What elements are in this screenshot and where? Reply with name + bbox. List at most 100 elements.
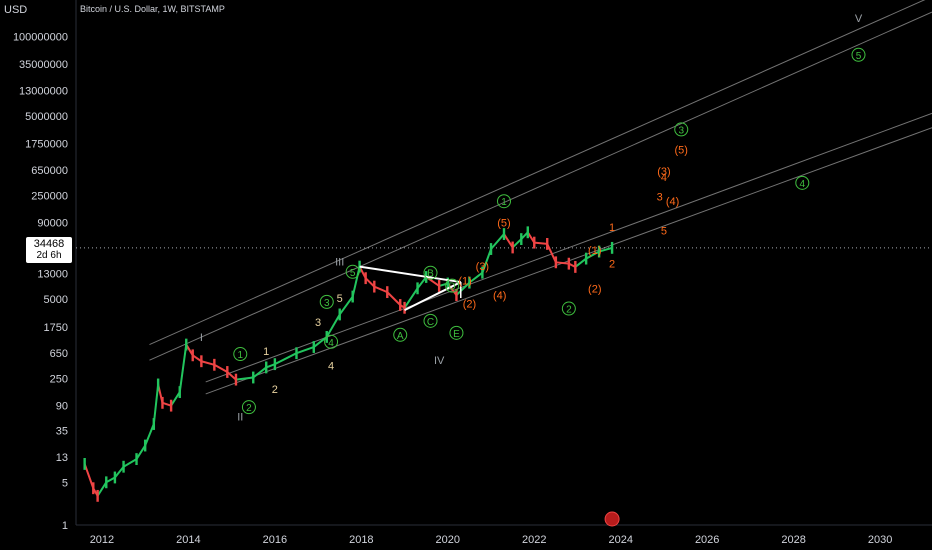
orange-wave-label: (1) bbox=[588, 245, 601, 257]
green-wave-label: 4 bbox=[328, 338, 334, 349]
price-segment bbox=[598, 246, 613, 253]
elliott-channel-label: V bbox=[855, 13, 863, 25]
y-tick-label: 1750000 bbox=[25, 139, 68, 151]
x-tick-label: 2012 bbox=[90, 534, 114, 546]
orange-wave-label: 4 bbox=[661, 172, 667, 184]
price-segment bbox=[416, 276, 427, 289]
x-tick-label: 2028 bbox=[781, 534, 805, 546]
price-candle bbox=[511, 241, 514, 254]
price-segment bbox=[201, 360, 215, 366]
y-tick-label: 650000 bbox=[31, 165, 68, 177]
price-segment bbox=[364, 277, 376, 288]
green-wave-label: E bbox=[453, 329, 460, 340]
y-tick-label: 13000 bbox=[37, 269, 68, 281]
price-segment bbox=[296, 346, 315, 355]
green-wave-label-circle bbox=[233, 347, 248, 362]
triangle-upper-line bbox=[359, 265, 461, 284]
price-segment bbox=[226, 371, 237, 381]
price-candle bbox=[597, 245, 601, 258]
price-candle bbox=[105, 476, 108, 489]
price-candle bbox=[574, 261, 577, 273]
green-wave-label-circle bbox=[795, 175, 810, 190]
green-wave-label: D bbox=[449, 282, 456, 293]
y-tick-label: 5000000 bbox=[25, 111, 68, 123]
elliott-channel-label: IV bbox=[434, 355, 445, 367]
price-candle bbox=[96, 489, 99, 502]
price-segment bbox=[123, 458, 138, 468]
price-segment bbox=[144, 423, 155, 446]
y-tick-label: 250000 bbox=[31, 190, 68, 202]
y-tick-label: 90000 bbox=[37, 217, 68, 229]
price-segment bbox=[252, 366, 267, 379]
price-candle bbox=[152, 418, 156, 430]
orange-wave-label: (4) bbox=[493, 290, 506, 302]
price-candle bbox=[135, 453, 138, 466]
current-price: 34468 bbox=[33, 238, 65, 250]
price-candle bbox=[143, 439, 147, 452]
x-tick-label: 2016 bbox=[263, 534, 287, 546]
orange-wave-label: (3) bbox=[657, 166, 670, 178]
orange-wave-label: (5) bbox=[497, 217, 510, 229]
green-wave-label-circle bbox=[393, 327, 408, 342]
price-segment bbox=[162, 401, 172, 407]
price-segment bbox=[274, 352, 297, 366]
price-candle bbox=[468, 276, 471, 289]
price-candle bbox=[312, 341, 315, 353]
price-segment bbox=[213, 363, 228, 373]
orange-wave-label: (4) bbox=[666, 196, 679, 208]
trend-channel-line bbox=[149, 11, 932, 361]
y-tick-label: 5 bbox=[62, 477, 68, 489]
y-tick-label: 5000 bbox=[44, 294, 68, 306]
price-candle bbox=[610, 241, 614, 254]
price-segment bbox=[338, 295, 354, 316]
price-candle bbox=[169, 399, 173, 412]
orange-wave-label: 2 bbox=[609, 259, 615, 271]
x-tick-label: 2030 bbox=[868, 534, 892, 546]
price-candle bbox=[403, 301, 406, 314]
price-candle bbox=[520, 233, 523, 246]
y-tick-label: 650 bbox=[50, 348, 68, 360]
price-candle bbox=[200, 355, 203, 368]
price-candle bbox=[364, 272, 367, 285]
y-tick-label: 90 bbox=[56, 401, 68, 413]
green-wave-label-circle bbox=[241, 400, 256, 415]
orange-wave-label: (2) bbox=[463, 299, 476, 311]
event-marker-icon bbox=[604, 511, 620, 527]
price-candle bbox=[265, 361, 268, 374]
orange-wave-label: (2) bbox=[588, 284, 601, 296]
y-tick-label: 35000000 bbox=[19, 59, 68, 71]
price-candle bbox=[351, 290, 354, 303]
y-tick-label: 13 bbox=[56, 452, 68, 464]
price-candle bbox=[446, 277, 449, 290]
orange-wave-label: 3 bbox=[657, 191, 663, 203]
green-wave-label: 5 bbox=[856, 51, 862, 62]
bar-countdown: 2d 6h bbox=[36, 250, 62, 261]
price-candle bbox=[226, 366, 229, 378]
price-segment bbox=[455, 281, 471, 296]
price-segment bbox=[152, 384, 160, 425]
price-segment bbox=[313, 336, 328, 348]
current-price-badge: 34468 2d 6h bbox=[26, 237, 72, 263]
price-candle bbox=[156, 378, 160, 391]
green-wave-label: B bbox=[427, 269, 434, 280]
price-candle bbox=[113, 471, 117, 484]
price-candle bbox=[83, 458, 86, 470]
orange-wave-label: (1) bbox=[458, 276, 471, 288]
price-candle bbox=[554, 256, 558, 269]
price-candle bbox=[526, 226, 529, 239]
green-wave-label-circle bbox=[345, 264, 360, 279]
green-wave-label: 4 bbox=[800, 179, 806, 190]
x-tick-label: 2026 bbox=[695, 534, 719, 546]
green-wave-label: 2 bbox=[566, 305, 572, 316]
green-wave-label: 1 bbox=[501, 197, 507, 208]
price-candle bbox=[489, 243, 493, 255]
price-segment bbox=[135, 444, 147, 460]
price-segment bbox=[265, 363, 276, 369]
price-segment bbox=[481, 248, 492, 274]
price-candle bbox=[185, 338, 188, 351]
price-segment bbox=[503, 233, 514, 249]
currency-label: USD bbox=[4, 4, 28, 16]
price-candle bbox=[92, 482, 95, 495]
trend-channel-line bbox=[149, 0, 926, 346]
